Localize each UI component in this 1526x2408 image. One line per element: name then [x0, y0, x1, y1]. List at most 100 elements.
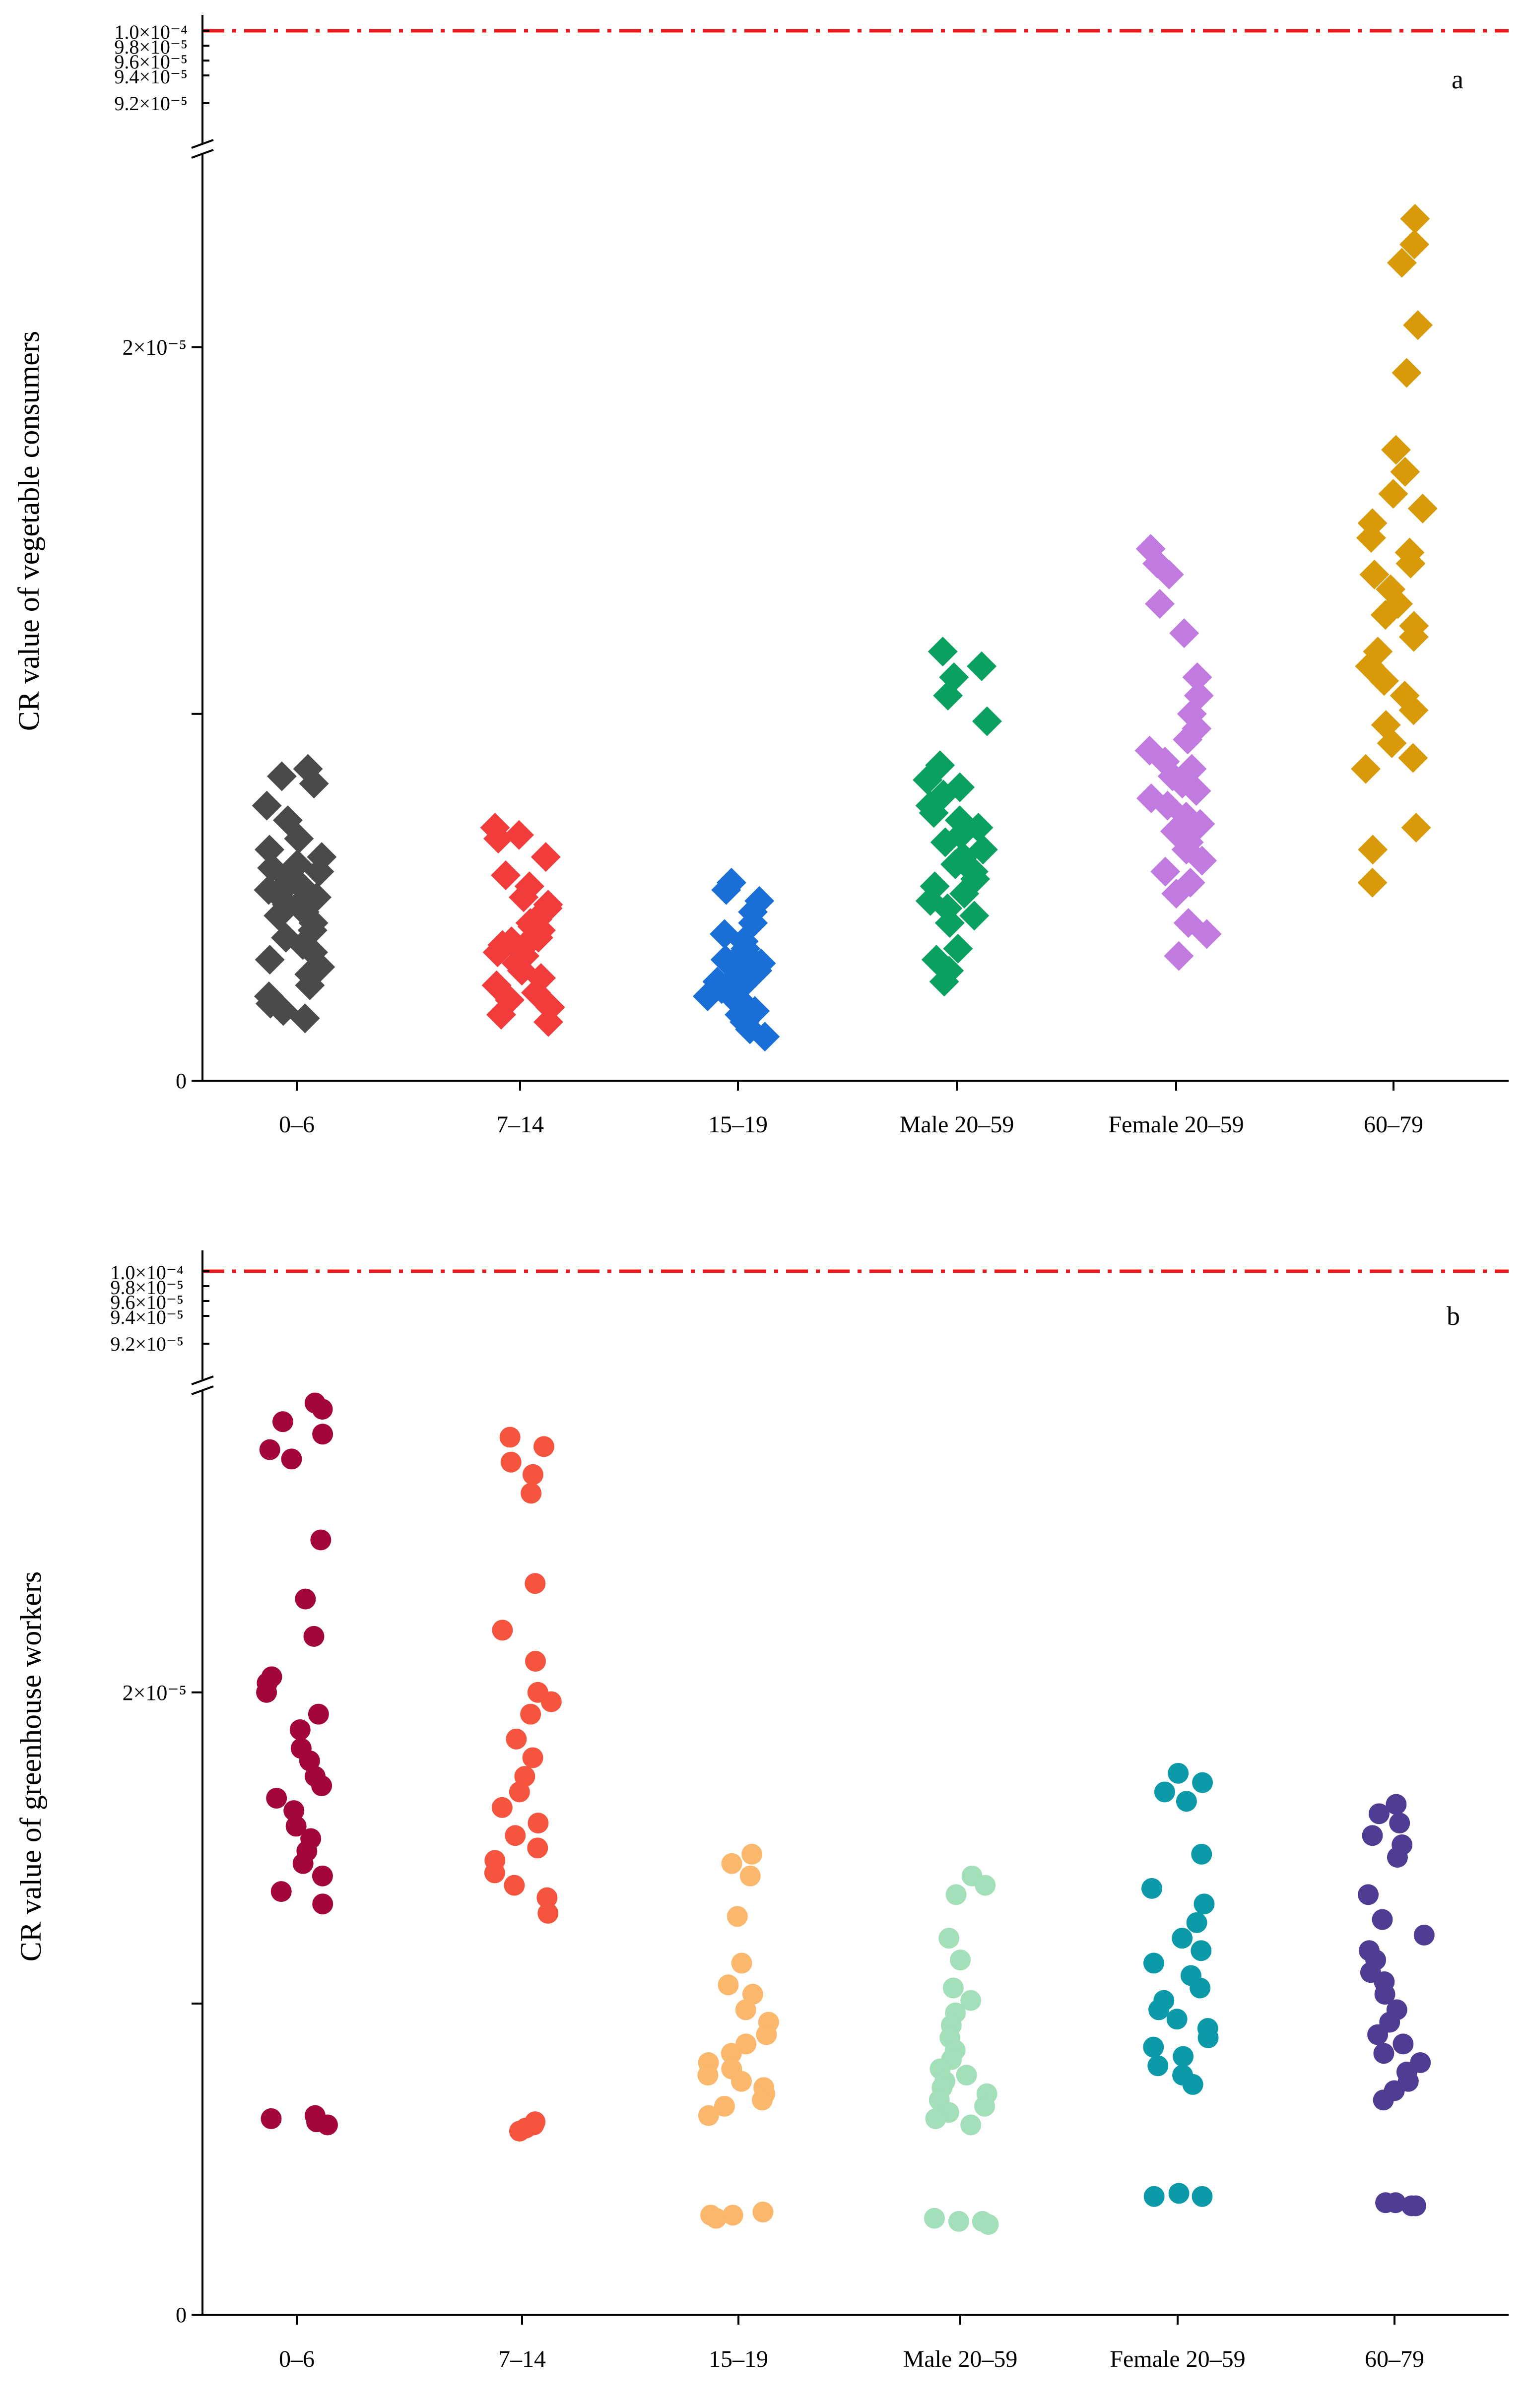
data-point-circle — [520, 1703, 541, 1725]
data-point-diamond — [1398, 743, 1428, 773]
data-point-circle — [521, 1483, 542, 1504]
axis-break-gap — [188, 144, 217, 154]
data-point-circle — [527, 1837, 548, 1859]
data-point-diamond — [1358, 835, 1388, 865]
axis-break-mark — [191, 139, 214, 149]
panel-a-label: a — [1452, 65, 1463, 94]
x-tick-label: 60–79 — [1364, 1111, 1423, 1138]
data-point-circle — [256, 1682, 277, 1703]
data-point-circle — [698, 2105, 719, 2126]
data-point-diamond — [1144, 589, 1175, 619]
upper-tick-label: 1.0×10⁻⁴ — [110, 1261, 184, 1284]
data-point-circle — [751, 2089, 773, 2111]
data-point-circle — [266, 1787, 287, 1809]
data-point-diamond — [1381, 435, 1411, 465]
panel-a-y-axis-label: CR value of vegetable consumers — [12, 331, 45, 731]
data-point-diamond — [1357, 867, 1388, 898]
data-point-diamond — [1161, 879, 1192, 909]
data-point-diamond — [531, 842, 561, 872]
panel-a-upper-ticks: 1.0×10⁻⁴ 9.8×10⁻⁵ 9.6×10⁻⁵ 9.4×10⁻⁵ 9.2×… — [114, 21, 188, 115]
x-tick-label: Male 20–59 — [900, 1111, 1014, 1138]
upper-tick-label: 9.8×10⁻⁵ — [110, 1276, 184, 1299]
data-point-circle — [742, 1984, 763, 2005]
data-point-circle — [1385, 2192, 1406, 2213]
data-point-circle — [956, 2065, 977, 2086]
data-point-diamond — [255, 988, 285, 1019]
data-point-circle — [721, 2043, 742, 2064]
data-point-circle — [1389, 1813, 1410, 1834]
data-point-diamond — [1150, 856, 1181, 887]
upper-tick-label: 1.0×10⁻⁴ — [114, 21, 188, 43]
data-point-circle — [281, 1448, 302, 1470]
data-point-diamond — [509, 882, 539, 912]
data-point-circle — [741, 1843, 763, 1865]
data-point-diamond — [1398, 622, 1429, 652]
data-point-circle — [938, 1928, 960, 1949]
data-point-circle — [1197, 2027, 1219, 2048]
data-point-diamond — [491, 860, 521, 891]
data-point-circle — [270, 1881, 292, 1902]
data-point-diamond — [1377, 728, 1407, 758]
data-point-circle — [528, 1813, 549, 1834]
data-point-circle — [721, 1853, 742, 1874]
data-point-circle — [289, 1719, 311, 1741]
data-point-diamond — [483, 824, 514, 854]
data-point-diamond — [930, 827, 960, 857]
data-point-diamond — [1173, 724, 1203, 755]
y-tick-label: 2×10⁻⁵ — [123, 335, 187, 360]
data-point-diamond — [1392, 358, 1422, 388]
panel-b: b CR value of greenhouse workers 1.0×10⁻… — [14, 1250, 1509, 2372]
data-point-circle — [1373, 2043, 1394, 2064]
data-point-circle — [756, 2024, 777, 2045]
data-point-diamond — [1370, 600, 1400, 630]
panel-a: a CR value of vegetable consumers 1.0×10… — [12, 15, 1509, 1138]
data-point-circle — [727, 1906, 748, 1927]
data-point-circle — [1192, 2186, 1213, 2207]
data-point-circle — [1143, 2186, 1165, 2207]
data-point-circle — [1192, 1772, 1213, 1793]
data-point-circle — [1143, 1952, 1164, 1974]
data-point-circle — [533, 1436, 555, 1457]
upper-tick-label: 9.2×10⁻⁵ — [114, 92, 188, 115]
data-point-circle — [697, 2065, 719, 2086]
data-point-diamond — [284, 824, 314, 854]
data-point-diamond — [972, 706, 1002, 736]
data-point-circle — [1372, 1909, 1393, 1930]
panel-a-x-tick-labels: 0–6 7–14 15–19 Male 20–59 Female 20–59 6… — [279, 1111, 1423, 1138]
data-point-diamond — [504, 820, 534, 850]
data-point-circle — [504, 1875, 525, 1896]
data-point-circle — [509, 1781, 530, 1803]
data-point-circle — [978, 2214, 999, 2235]
x-tick-label: Female 20–59 — [1108, 1111, 1244, 1138]
data-point-circle — [1141, 1878, 1163, 1899]
data-point-circle — [484, 1862, 505, 1884]
data-point-circle — [1173, 2046, 1194, 2067]
data-point-circle — [261, 2108, 282, 2129]
panel-b-y-axis-label: CR value of greenhouse workers — [14, 1571, 47, 1961]
data-point-circle — [1191, 1940, 1212, 1961]
panel-b-upper-ticks: 1.0×10⁻⁴ 9.8×10⁻⁵ 9.6×10⁻⁵ 9.4×10⁻⁵ 9.2×… — [110, 1261, 184, 1355]
data-point-diamond — [959, 901, 990, 931]
data-point-circle — [1387, 1847, 1408, 1868]
data-point-circle — [735, 1999, 756, 2020]
data-point-circle — [1143, 2036, 1164, 2058]
data-point-circle — [536, 1887, 558, 1908]
data-point-circle — [272, 1411, 293, 1432]
data-point-diamond — [1401, 812, 1431, 843]
y-tick-label: 0 — [176, 2303, 187, 2327]
data-point-diamond — [1359, 559, 1390, 589]
data-point-circle — [950, 1950, 971, 1971]
x-tick-label: Male 20–59 — [903, 2346, 1018, 2372]
upper-tick-label: 9.6×10⁻⁵ — [110, 1291, 184, 1313]
data-point-circle — [975, 1875, 996, 1896]
data-point-circle — [1147, 2055, 1169, 2077]
data-point-circle — [285, 1816, 307, 1837]
data-point-diamond — [1164, 941, 1194, 971]
data-point-circle — [1358, 1884, 1379, 1905]
data-point-diamond — [304, 856, 334, 887]
data-point-diamond — [1182, 662, 1212, 692]
data-point-diamond — [266, 761, 297, 791]
upper-tick-label: 9.8×10⁻⁵ — [114, 36, 188, 58]
data-point-diamond — [711, 875, 741, 905]
data-point-circle — [1373, 2089, 1394, 2111]
